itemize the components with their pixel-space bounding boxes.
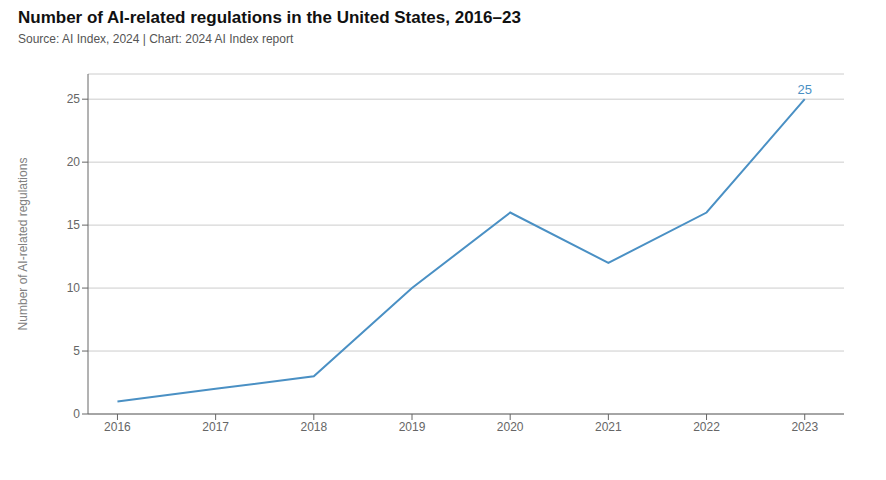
html-text:Number of AI-related regulatio: Number of AI-related regulations in the … [18,8,521,27]
svg-text:2017: 2017 [202,420,229,434]
svg-text:20: 20 [67,155,81,169]
svg-text:10: 10 [67,281,81,295]
html-text:Source: AI Index, 2024 | Chart: Source: AI Index, 2024 | Chart: 2024 AI … [18,32,294,46]
svg-text:25: 25 [797,82,811,97]
svg-text:25: 25 [67,92,81,106]
svg-text:2019: 2019 [399,420,426,434]
svg-text:2023: 2023 [791,420,818,434]
svg-text:15: 15 [67,218,81,232]
svg-text:2021: 2021 [595,420,622,434]
svg-text:2022: 2022 [693,420,720,434]
svg-text:2016: 2016 [104,420,131,434]
svg-text:2020: 2020 [497,420,524,434]
svg-text:0: 0 [73,407,80,421]
svg-text:2018: 2018 [300,420,327,434]
svg-text:Number of AI-related regulatio: Number of AI-related regulations [16,158,30,331]
svg-text:5: 5 [73,344,80,358]
